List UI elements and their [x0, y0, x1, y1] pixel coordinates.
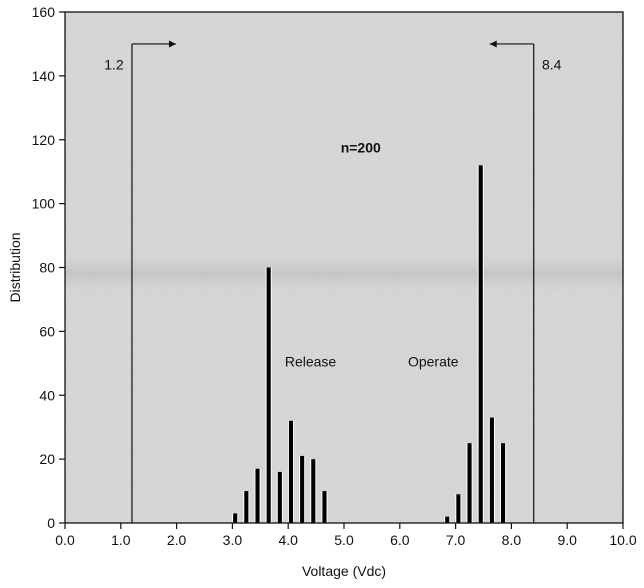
x-tick-label: 8.0 — [502, 532, 522, 548]
marker-label: 1.2 — [104, 56, 124, 72]
bar-release-7 — [311, 459, 316, 523]
sample-size-label: n=200 — [341, 140, 381, 156]
marker-arrowhead — [168, 40, 176, 48]
series-label-operate: Operate — [408, 354, 459, 370]
bar-operate-1 — [456, 494, 461, 523]
x-tick-label: 7.0 — [446, 532, 466, 548]
y-tick-label: 40 — [39, 387, 55, 403]
x-tick-label: 5.0 — [334, 532, 354, 548]
y-tick-label: 140 — [32, 68, 56, 84]
marker-label: 8.4 — [542, 56, 562, 72]
y-axis-title: Distribution — [7, 232, 23, 302]
bar-operate-2 — [467, 443, 472, 523]
bars-group — [232, 165, 507, 524]
x-tick-label: 10.0 — [609, 532, 636, 548]
bar-operate-5 — [500, 443, 506, 523]
threshold-markers: 1.2 8.4 — [104, 40, 562, 523]
series-label-release: Release — [285, 354, 337, 370]
bar-release-1 — [244, 491, 249, 523]
bar-operate-3 — [478, 165, 483, 524]
y-tick-label: 60 — [39, 323, 55, 339]
bar-release-3 — [266, 267, 271, 523]
y-tick-label: 20 — [39, 451, 55, 467]
bar-release-6 — [300, 455, 305, 523]
bar-release-5 — [288, 420, 294, 523]
x-tick-label: 2.0 — [167, 532, 187, 548]
y-tick-label: 120 — [32, 132, 56, 148]
x-tick-label: 1.0 — [111, 532, 131, 548]
y-axis-ticks: 0 20 40 60 80 100 120 140 160 — [32, 4, 65, 531]
y-tick-label: 80 — [39, 260, 55, 276]
x-tick-label: 4.0 — [278, 532, 298, 548]
x-tick-label: 6.0 — [390, 532, 410, 548]
plot-shading-band — [65, 248, 623, 300]
bar-release-2 — [255, 468, 260, 523]
x-tick-label: 9.0 — [557, 532, 577, 548]
y-tick-label: 160 — [32, 4, 56, 20]
x-tick-label: 3.0 — [223, 532, 243, 548]
bar-operate-0 — [445, 516, 450, 523]
y-tick-label: 100 — [32, 196, 56, 212]
bar-release-0 — [233, 513, 238, 523]
x-axis-title: Voltage (Vdc) — [302, 563, 386, 579]
bar-release-8 — [322, 491, 327, 523]
bar-release-4 — [277, 471, 282, 523]
bar-operate-4 — [489, 417, 494, 523]
y-tick-label: 0 — [47, 515, 55, 531]
marker-arrowhead — [489, 40, 497, 48]
x-tick-label: 0.0 — [55, 532, 75, 548]
x-axis-ticks: 0.0 1.0 2.0 3.0 4.0 5.0 6.0 7.0 8.0 9.0 10.0 — [55, 523, 637, 548]
